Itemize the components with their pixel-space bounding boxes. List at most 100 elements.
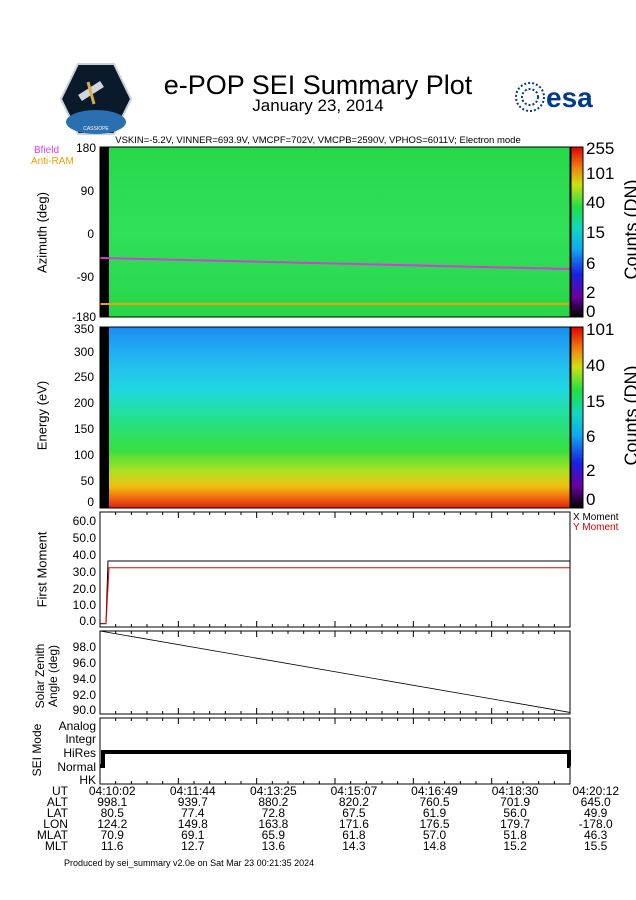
info-value: 14.3 (342, 839, 366, 853)
info-value: 13.6 (261, 839, 286, 853)
info-value: 14.8 (422, 839, 447, 853)
info-value: 04:10:02 (88, 784, 136, 798)
az-cb-tick-6: 6 (586, 254, 596, 273)
az-tick-m90: -90 (76, 270, 94, 284)
info-value: 176.5 (419, 817, 450, 831)
mom-tick-0: 0.0 (79, 614, 96, 628)
en-tick-0: 0 (87, 495, 94, 509)
info-value: 998.1 (97, 795, 128, 809)
moment-ylabel: First Moment (34, 531, 50, 608)
azimuth-nodata-band (100, 147, 109, 317)
info-value: 70.9 (100, 828, 124, 842)
info-key: MLAT (36, 828, 68, 842)
bfield-legend: Bfield (34, 145, 60, 156)
az-tick-180: 180 (75, 141, 96, 155)
info-row-ut: UT 04:10:02 04:11:44 04:13:25 04:15:07 04:16:… (36, 784, 636, 798)
info-key: LON (43, 817, 68, 831)
azimuth-heatmap (100, 147, 570, 317)
az-tick-90: 90 (80, 184, 94, 198)
info-value: 04:20:12 (572, 784, 620, 798)
mom-tick-40: 40.0 (72, 548, 96, 562)
plot-title: e-POP SEI Summary Plot (163, 70, 473, 100)
mom-tick-20: 20.0 (72, 582, 96, 596)
en-colorbar-label: Counts (DN) (621, 365, 636, 466)
mom-tick-50: 50.0 (72, 531, 96, 545)
info-value: 12.7 (181, 839, 205, 853)
en-cb-tick-0: 0 (586, 490, 596, 509)
sza-tick-94: 94.0 (72, 672, 96, 686)
info-value: 04:13:25 (249, 784, 297, 798)
energy-frame (99, 326, 571, 509)
cassiope-logo: CASSIOPE (59, 62, 133, 136)
azimuth-panel (99, 146, 584, 318)
info-key: LAT (46, 806, 68, 820)
en-tick-150: 150 (73, 422, 94, 436)
energy-panel (99, 326, 584, 509)
mode-tick-hk: HK (79, 773, 96, 787)
info-value: 46.3 (584, 828, 608, 842)
info-value: 56.0 (503, 806, 527, 820)
sza-tick-92: 92.0 (72, 688, 96, 702)
mode-tick-normal: Normal (57, 760, 96, 774)
info-row-lat: LAT 80.5 77.4 72.8 67.5 61.9 56.0 49.9 (36, 806, 636, 820)
mom-tick-10: 10.0 (72, 598, 96, 612)
en-cb-tick-6: 6 (586, 427, 596, 446)
az-tick-m180: -180 (71, 310, 96, 324)
mode-line (100, 750, 571, 768)
info-value: 57.0 (422, 828, 447, 842)
plot-date: January 23, 2014 (252, 96, 384, 115)
info-value: 15.5 (584, 839, 608, 853)
info-key: MLT (44, 839, 68, 853)
footer-credit: Produced by sei_summary v2.0e on Sat Mar… (64, 858, 315, 868)
az-cb-tick-101: 101 (586, 164, 615, 183)
info-key: UT (51, 784, 68, 798)
info-value: 11.6 (101, 839, 124, 853)
instrument-params: VSKIN=-5.2V, VINNER=693.9V, VMCPF=702V, … (115, 135, 521, 146)
sza-tick-98: 98.0 (72, 640, 96, 654)
info-value: 124.2 (97, 817, 128, 831)
en-tick-350: 350 (73, 322, 94, 336)
info-value: -178.0 (578, 817, 613, 831)
az-cb-tick-255: 255 (586, 139, 615, 158)
info-row-alt: ALT 998.1 939.7 880.2 820.2 760.5 701.9 645.0 (36, 795, 636, 809)
info-value: 15.2 (503, 839, 527, 853)
az-colorbar-label: Counts (DN) (621, 179, 636, 280)
info-value: 51.8 (503, 828, 527, 842)
azimuth-ylabel: Azimuth (deg) (34, 192, 50, 273)
y-moment-line (100, 567, 570, 625)
info-value: 67.5 (342, 806, 366, 820)
info-value: 77.4 (181, 806, 205, 820)
en-tick-300: 300 (73, 345, 94, 359)
antiram-legend: Anti-RAM (31, 156, 74, 167)
info-value: 645.0 (580, 795, 611, 809)
x-moment-legend: X Moment (573, 512, 619, 523)
info-value: 69.1 (181, 828, 205, 842)
info-value: 820.2 (338, 795, 369, 809)
energy-colorbar (570, 326, 584, 509)
energy-ylabel: Energy (eV) (34, 380, 50, 451)
sza-line (99, 630, 571, 713)
info-row-mlat: MLAT 70.9 69.1 65.9 61.8 57.0 51.8 46.3 (36, 828, 636, 842)
info-value: 171.6 (338, 817, 369, 831)
info-value: 179.7 (500, 817, 531, 831)
mom-tick-30: 30.0 (72, 565, 96, 579)
az-cb-tick-0: 0 (586, 302, 596, 321)
azimuth-colorbar (570, 146, 584, 318)
en-tick-100: 100 (73, 448, 94, 462)
orbit-info-table: UT 04:10:02 04:11:44 04:13:25 04:15:07 04:16:… (36, 784, 636, 853)
moment-panel (99, 511, 571, 628)
en-cb-tick-40: 40 (586, 356, 605, 375)
az-cb-tick-40: 40 (586, 193, 605, 212)
cassiope-logo-text: CASSIOPE (83, 126, 109, 132)
en-cb-tick-101: 101 (586, 320, 615, 339)
y-moment-legend: Y Moment (573, 522, 619, 533)
info-value: 65.9 (261, 828, 286, 842)
info-value: 61.9 (422, 806, 447, 820)
sza-tick-90: 90.0 (72, 703, 96, 717)
mode-tick-analog: Analog (58, 719, 96, 733)
info-value: 04:11:44 (169, 784, 216, 798)
mode-tick-integr: Integr (65, 732, 96, 746)
info-value: 49.9 (584, 806, 608, 820)
info-key: ALT (46, 795, 68, 809)
